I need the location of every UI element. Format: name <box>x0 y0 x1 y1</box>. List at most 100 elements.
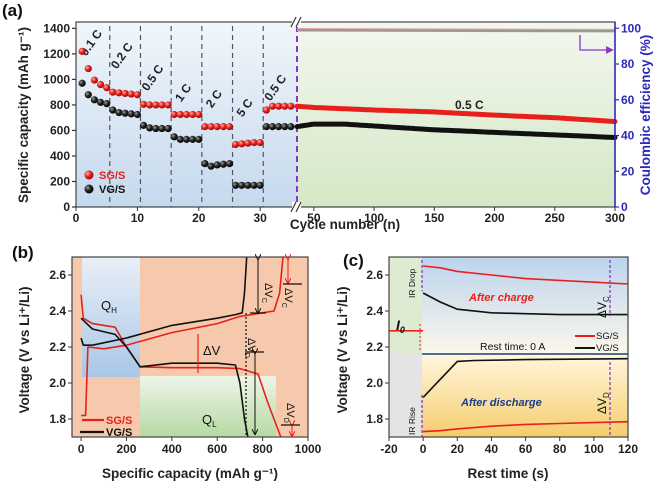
vg-data-point <box>256 181 264 189</box>
x-tick-label: 600 <box>207 442 227 456</box>
y-tick-label: 2.4 <box>366 304 383 318</box>
vg-data-point <box>158 124 166 133</box>
axis-break-mark <box>290 201 297 213</box>
y-tick-label: 2.6 <box>49 268 66 282</box>
y2-tick-label: 80 <box>621 57 635 71</box>
a-y2-axis-label: Coulombic efficiency (%) <box>638 35 653 196</box>
vg-data-point <box>176 135 184 143</box>
a-y-axis-label: Specific capacity (mAh g⁻¹) <box>16 27 31 203</box>
y-tick-label: 2.4 <box>49 304 66 318</box>
vg-data-point <box>146 124 154 132</box>
legend-label-vg: VG/S <box>596 343 619 354</box>
vg-data-point <box>84 91 92 99</box>
legend-label-sg: SG/S <box>106 415 132 427</box>
rest-time-label: Rest time: 0 A <box>480 341 545 353</box>
sg-data-point <box>207 123 215 131</box>
sg-data-point <box>176 110 184 119</box>
long-cycle-rate-label: 0.5 C <box>455 98 484 112</box>
after-discharge-label: After discharge <box>460 397 542 409</box>
delta-v-label: ΔV <box>203 343 221 358</box>
sg-data-point <box>287 102 295 110</box>
y-tick-label: 400 <box>50 149 70 163</box>
y-tick-label: 1.8 <box>366 412 383 426</box>
y-tick-label: 2.0 <box>366 376 383 390</box>
y-tick-label: 2.2 <box>366 340 383 354</box>
series-sg-s-after-discharge <box>423 420 629 433</box>
ql-label: QL <box>202 412 217 429</box>
x-tick-label: 0 <box>420 442 427 456</box>
sg-data-point <box>90 76 99 84</box>
sg-data-point <box>189 110 197 119</box>
coulombic-efficiency-sg <box>296 28 616 30</box>
coulombic-efficiency-series <box>296 28 616 33</box>
vg-long-cycle-series <box>294 121 618 140</box>
vg-data-point <box>262 123 270 131</box>
a-x-axis-label: Cycle number (n) <box>290 217 400 232</box>
vg-data-point <box>182 135 191 143</box>
sg-data-point <box>133 91 141 99</box>
vg-data-point <box>287 123 295 131</box>
sg-data-point <box>244 139 252 147</box>
vg-data-point <box>250 181 258 189</box>
ir-rise-label: IR Rise <box>407 407 417 435</box>
x-tick-label: 1000 <box>295 442 322 456</box>
x-tick-label: 0 <box>73 211 80 225</box>
axis-break-mark <box>290 16 297 28</box>
panel-label-c: (c) <box>343 251 364 270</box>
x-tick-label: 200 <box>485 211 505 225</box>
series-sg-s-after-charge <box>423 265 629 285</box>
x-tick-label: 400 <box>162 442 182 456</box>
sg-data-point <box>238 140 246 148</box>
legend-label-vg: VG/S <box>99 184 125 196</box>
qh-label: QH <box>101 298 117 315</box>
x-tick-label: 150 <box>424 211 444 225</box>
vg-data-point <box>109 106 117 114</box>
sg-data-point <box>281 102 289 110</box>
y2-tick-label: 40 <box>621 129 635 143</box>
y2-tick-label: 60 <box>621 93 635 107</box>
y-tick-label: 800 <box>50 98 70 112</box>
x-tick-label: 80 <box>553 442 567 456</box>
series-vg-s-discharge <box>80 317 249 438</box>
delta-vd-vg-label: ΔVD <box>243 338 257 358</box>
sg-data-point <box>274 102 283 110</box>
sg-data-point <box>201 123 209 131</box>
sg-data-point <box>256 138 264 147</box>
x-tick-label: 120 <box>618 442 638 456</box>
c-x-axis-label: Rest time (s) <box>467 466 548 481</box>
legend-label-vg: VG/S <box>106 427 132 439</box>
x-tick-label: 0 <box>78 442 85 456</box>
vg-data-point <box>133 110 141 119</box>
vg-data-point <box>232 181 240 189</box>
delta-vc-vg-label: ΔVC <box>260 283 274 303</box>
y-tick-label: 2.0 <box>49 376 66 390</box>
sg-data-point <box>115 89 123 97</box>
x-tick-label: 50 <box>307 211 321 225</box>
sg-data-point <box>84 64 92 73</box>
sg-data-point <box>109 88 117 96</box>
sg-data-point <box>195 110 203 119</box>
panel-label-a: (a) <box>2 1 23 20</box>
x-tick-label: 300 <box>605 211 625 225</box>
c-y-axis-label: Voltage (V vs Li⁺/Li) <box>335 287 350 414</box>
x-tick-label: 60 <box>519 442 533 456</box>
vg-data-point <box>96 98 105 106</box>
sg-data-point <box>262 106 270 114</box>
panel-c: -20 0 20 40 60 80 100 120 1.8 2.0 2.2 2.4 2.6 (c) Re… <box>335 251 638 481</box>
qh-region <box>82 257 140 377</box>
axis-break-gap <box>292 202 301 212</box>
x-tick-label: 40 <box>485 442 499 456</box>
vg-data-point <box>268 123 277 131</box>
y-tick-label: 2.2 <box>49 340 66 354</box>
axis-break-mark <box>295 16 302 28</box>
y-tick-label: 1200 <box>43 47 70 61</box>
vg-data-point <box>225 160 234 168</box>
series-vg-s-charge <box>80 256 248 347</box>
ce-axis-arrow <box>579 35 614 54</box>
y-tick-label: 200 <box>50 174 70 188</box>
vg-data-point <box>238 181 246 189</box>
legend-marker-vg <box>84 184 94 194</box>
ir-drop-label: IR Drop <box>407 268 417 298</box>
current-region-bottom <box>389 353 422 437</box>
